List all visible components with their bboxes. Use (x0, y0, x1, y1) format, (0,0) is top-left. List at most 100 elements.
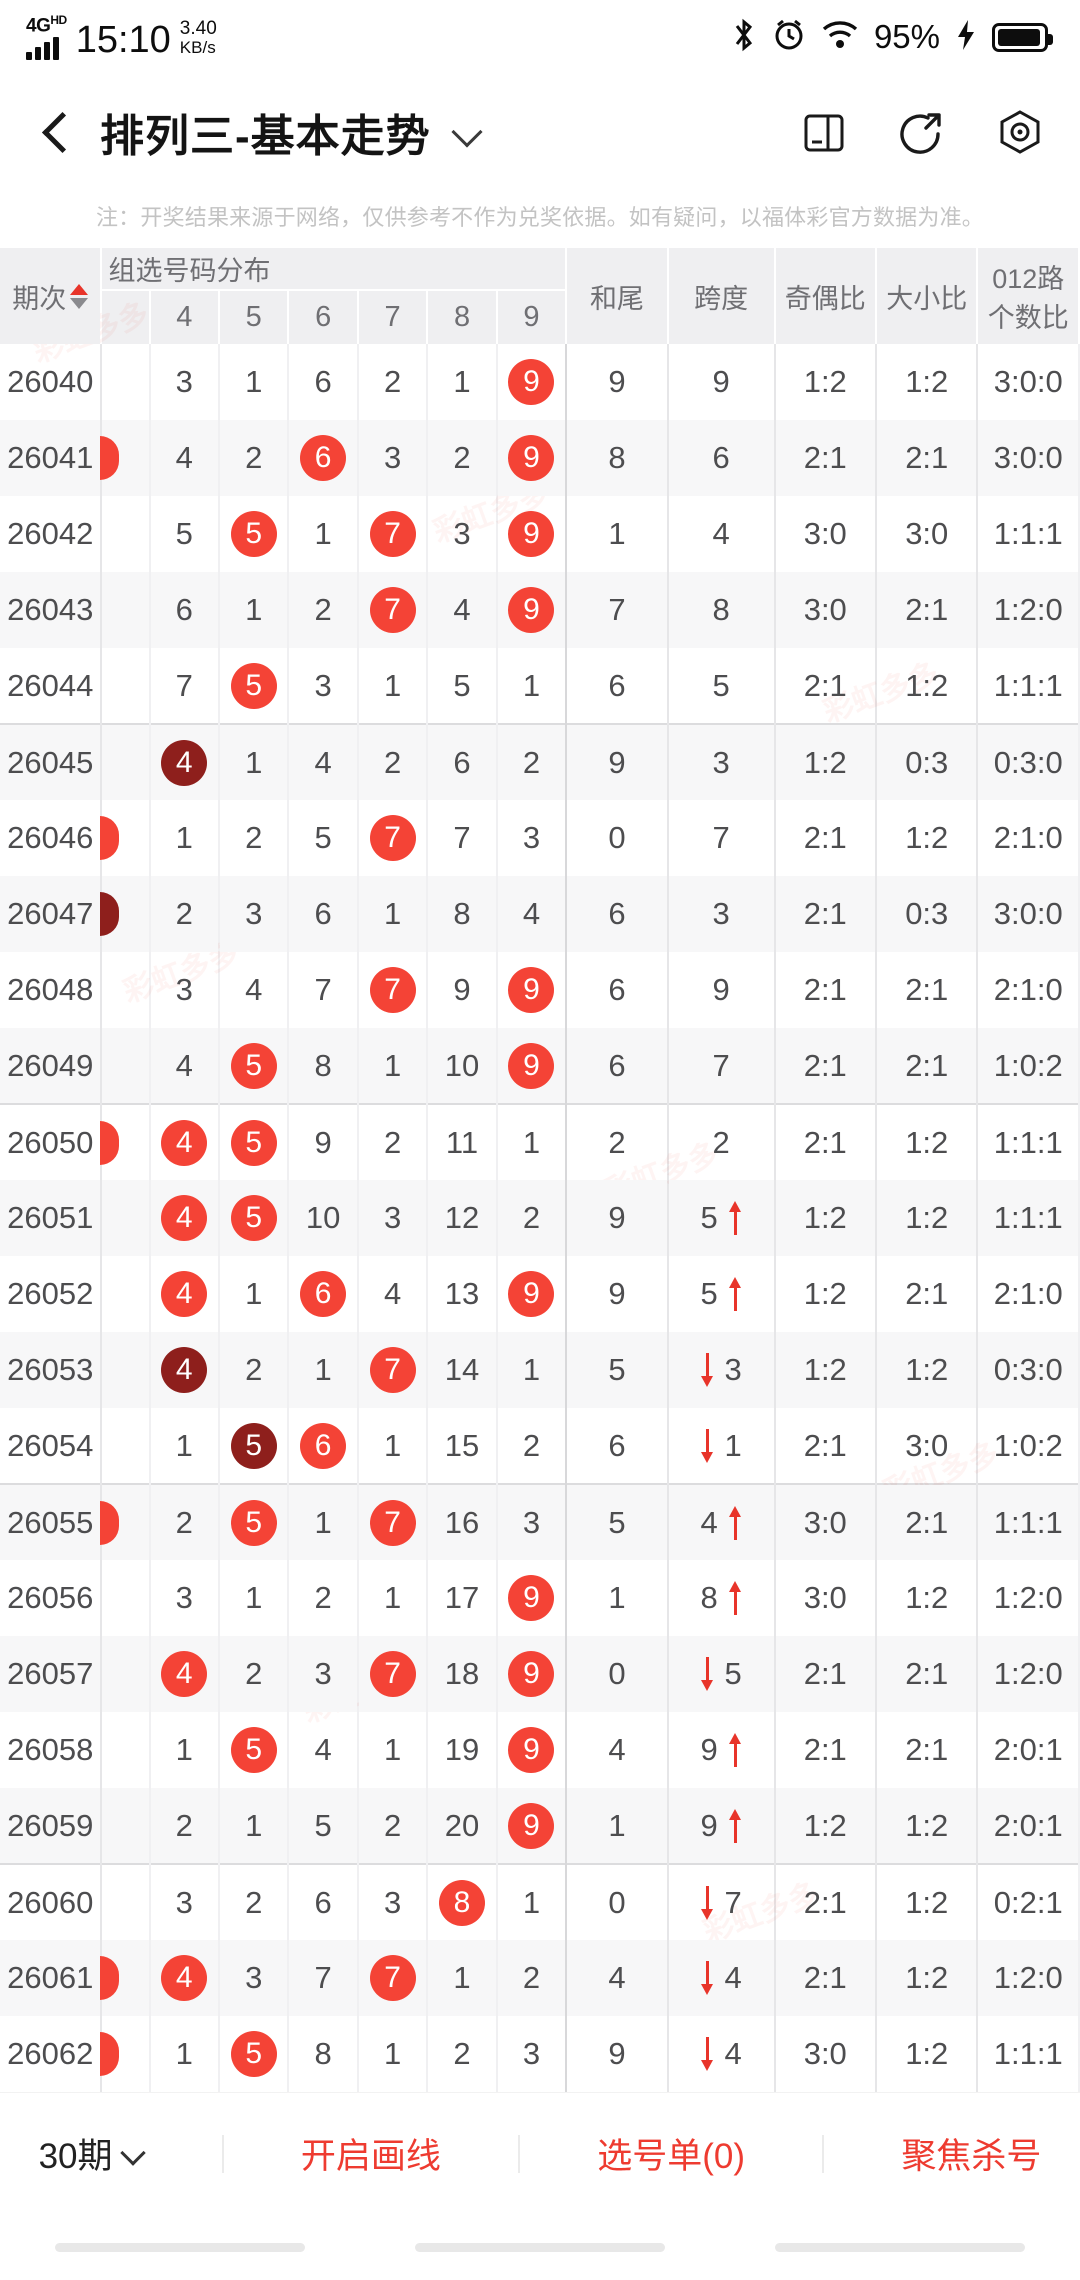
number-cell[interactable]: 4 (427, 572, 498, 648)
number-cell[interactable]: 18 (427, 1636, 498, 1712)
number-cell[interactable]: 9 (496, 1028, 568, 1104)
number-ball[interactable]: 4 (161, 1651, 208, 1697)
number-cell[interactable]: 1 (288, 1483, 359, 1560)
number-ball[interactable]: 7 (369, 815, 416, 861)
table-row[interactable]: 26054 1 5 6 1 15 2 6 1 2:1 3:0 1:0:2 (0, 1408, 1080, 1484)
number-cell[interactable]: 7 (288, 952, 359, 1028)
number-cell[interactable]: 9 (496, 1256, 568, 1332)
number-cell[interactable]: 8 (288, 2016, 359, 2092)
number-ball[interactable]: 6 (300, 1271, 347, 1317)
table-row[interactable]: 26059 2 1 5 2 20 9 1 9 1:2 1:2 2:0:1 (0, 1788, 1080, 1864)
table-row[interactable]: 26056 3 1 2 1 17 9 1 8 3:0 1:2 1:2:0 (0, 1560, 1080, 1636)
number-cell[interactable]: 1 (357, 1028, 429, 1104)
number-cell[interactable]: 1 (357, 876, 429, 952)
number-ball[interactable]: 4 (161, 739, 208, 786)
number-cell[interactable]: 4 (149, 723, 220, 800)
number-cell[interactable]: 2 (288, 572, 359, 648)
number-cell[interactable]: 3 (149, 344, 220, 420)
number-ball[interactable]: 7 (369, 587, 416, 633)
number-cell[interactable]: 16 (427, 1483, 498, 1560)
number-cell[interactable]: 2 (218, 1636, 290, 1712)
table-row[interactable]: 26040 3 1 6 2 1 9 9 9 1:2 1:2 3:0:0 (0, 344, 1080, 420)
number-cell[interactable]: 1 (288, 496, 359, 572)
number-cell[interactable]: 1 (149, 1408, 220, 1484)
number-cell[interactable]: 3 (149, 1560, 220, 1636)
number-cell[interactable]: 4 (149, 420, 220, 496)
number-ball[interactable]: 9 (508, 1651, 555, 1697)
number-cell[interactable]: 4 (496, 876, 568, 952)
number-ball[interactable]: 9 (508, 1575, 555, 1621)
number-ball[interactable]: 9 (508, 967, 555, 1013)
number-cell[interactable]: 2 (427, 2016, 498, 2092)
number-cell[interactable]: 14 (427, 1332, 498, 1408)
number-cell[interactable]: 2 (496, 1180, 568, 1256)
number-cell[interactable]: 1 (149, 2016, 220, 2092)
number-cell[interactable]: 7 (357, 1483, 429, 1560)
number-cell[interactable]: 1 (357, 1408, 429, 1484)
th-number-8[interactable]: 8 (427, 289, 498, 344)
table-row[interactable]: 26049 4 5 8 1 10 9 6 7 2:1 2:1 1:0:2 (0, 1028, 1080, 1104)
number-cell[interactable]: 11 (427, 1103, 498, 1180)
number-cell[interactable]: 2 (357, 723, 429, 800)
number-cell[interactable]: 3 (149, 1863, 220, 1940)
number-cell[interactable]: 2 (149, 1788, 220, 1864)
th-daxiao[interactable]: 大小比 (876, 248, 979, 344)
number-cell[interactable]: 3 (288, 1636, 359, 1712)
number-cell[interactable]: 6 (288, 1256, 359, 1332)
number-cell[interactable]: 3 (357, 1863, 429, 1940)
number-cell[interactable]: 1 (218, 723, 290, 800)
number-cell[interactable]: 19 (427, 1712, 498, 1788)
number-ball[interactable]: 5 (230, 1042, 277, 1089)
number-ball[interactable]: 8 (439, 1879, 486, 1926)
th-number-4[interactable]: 4 (149, 289, 220, 344)
number-cell[interactable]: 10 (427, 1028, 498, 1104)
number-cell[interactable]: 9 (427, 952, 498, 1028)
number-cell[interactable]: 9 (496, 1712, 568, 1788)
number-cell[interactable]: 5 (218, 496, 290, 572)
number-cell[interactable]: 6 (288, 344, 359, 420)
number-ball[interactable]: 7 (369, 1499, 416, 1546)
number-cell[interactable]: 1 (218, 1788, 290, 1864)
trend-table-container[interactable]: 彩虹多多 彩虹多多 彩虹多多 彩虹多多 彩虹多多 彩虹多多 彩虹多多 彩虹多多 … (0, 248, 1080, 2280)
number-cell[interactable]: 20 (427, 1788, 498, 1864)
table-row[interactable]: 26057 4 2 3 7 18 9 0 5 2:1 2:1 1:2:0 (0, 1636, 1080, 1712)
number-cell[interactable]: 2 (357, 1788, 429, 1864)
number-ball[interactable]: 9 (508, 359, 555, 405)
number-ball[interactable]: 4 (161, 1119, 208, 1166)
number-cell[interactable]: 1 (218, 572, 290, 648)
number-cell[interactable]: 8 (427, 876, 498, 952)
table-row[interactable]: 26051 4 5 10 3 12 2 9 5 1:2 1:2 1:1:1 (0, 1180, 1080, 1256)
back-icon[interactable] (36, 112, 76, 152)
number-cell[interactable]: 5 (218, 1483, 290, 1560)
number-ball[interactable]: 6 (300, 435, 347, 481)
table-row[interactable]: 26062 1 5 8 1 2 3 9 4 3:0 1:2 1:1:1 (0, 2016, 1080, 2092)
number-cell[interactable]: 1 (496, 1863, 568, 1940)
number-ball[interactable]: 7 (369, 511, 416, 557)
number-cell[interactable]: 5 (218, 1408, 290, 1484)
number-ball[interactable]: 5 (230, 1422, 277, 1469)
table-row[interactable]: 26044 7 5 3 1 5 1 6 5 2:1 1:2 1:1:1 (0, 648, 1080, 724)
number-cell[interactable]: 2 (357, 344, 429, 420)
table-row[interactable]: 26047 2 3 6 1 8 4 6 3 2:1 0:3 3:0:0 (0, 876, 1080, 952)
number-cell[interactable]: 4 (149, 1180, 220, 1256)
number-cell[interactable]: 3 (496, 2016, 568, 2092)
number-cell[interactable]: 5 (218, 2016, 290, 2092)
number-cell[interactable]: 6 (288, 420, 359, 496)
number-cell[interactable]: 9 (496, 496, 568, 572)
table-row[interactable]: 26046 1 2 5 7 7 3 0 7 2:1 1:2 2:1:0 (0, 800, 1080, 876)
target-icon[interactable] (994, 106, 1046, 158)
number-cell[interactable]: 7 (149, 648, 220, 724)
number-cell[interactable]: 2 (427, 420, 498, 496)
number-cell[interactable]: 5 (218, 1028, 290, 1104)
number-cell[interactable]: 7 (357, 496, 429, 572)
number-cell[interactable]: 12 (427, 1180, 498, 1256)
number-cell[interactable]: 9 (496, 952, 568, 1028)
number-cell[interactable]: 9 (496, 420, 568, 496)
number-cell[interactable]: 4 (357, 1256, 429, 1332)
number-cell[interactable]: 13 (427, 1256, 498, 1332)
number-cell[interactable]: 8 (427, 1863, 498, 1940)
nav-pill[interactable] (415, 2242, 665, 2252)
number-cell[interactable]: 1 (357, 2016, 429, 2092)
number-ball[interactable]: 9 (508, 1271, 555, 1317)
number-ball[interactable]: 7 (369, 1347, 416, 1393)
